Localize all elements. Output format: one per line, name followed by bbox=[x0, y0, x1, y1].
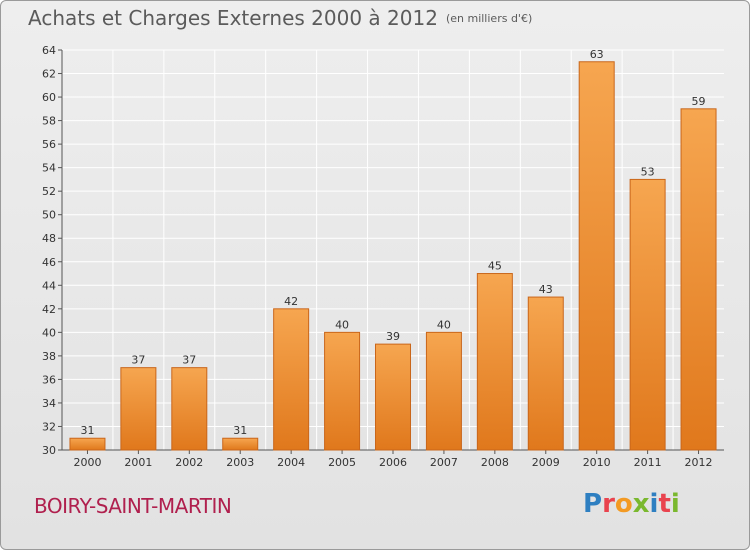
logo-letter: x bbox=[632, 489, 650, 519]
x-tick-label: 2005 bbox=[328, 456, 356, 469]
data-label: 40 bbox=[335, 318, 349, 331]
bar bbox=[629, 178, 666, 451]
chart-title: Achats et Charges Externes 2000 à 2012 (e… bbox=[28, 6, 532, 30]
y-tick-label: 46 bbox=[42, 256, 56, 269]
bar bbox=[324, 331, 361, 451]
x-tick-label: 2004 bbox=[277, 456, 305, 469]
x-tick-label: 2000 bbox=[73, 456, 101, 469]
logo-letter: i bbox=[670, 489, 680, 519]
x-tick-label: 2006 bbox=[379, 456, 407, 469]
y-tick-label: 56 bbox=[42, 138, 56, 151]
y-tick-label: 34 bbox=[42, 397, 56, 410]
data-label: 63 bbox=[590, 48, 604, 61]
chart-subtitle: (en milliers d'€) bbox=[445, 12, 533, 25]
bar bbox=[69, 437, 106, 451]
bar bbox=[222, 437, 259, 451]
x-tick-label: 2008 bbox=[481, 456, 509, 469]
data-label: 53 bbox=[641, 165, 655, 178]
bar bbox=[476, 273, 513, 451]
data-label: 37 bbox=[131, 354, 145, 367]
data-label: 42 bbox=[284, 295, 298, 308]
bar bbox=[527, 296, 564, 451]
logo-letter: i bbox=[649, 489, 659, 519]
data-label: 31 bbox=[80, 424, 94, 437]
y-tick-label: 62 bbox=[42, 68, 56, 81]
bar bbox=[425, 331, 462, 451]
bar bbox=[171, 367, 208, 451]
y-tick-label: 48 bbox=[42, 232, 56, 245]
x-tick-label: 2011 bbox=[634, 456, 662, 469]
bar bbox=[680, 108, 717, 451]
x-tick-label: 2002 bbox=[175, 456, 203, 469]
bars bbox=[69, 61, 717, 451]
y-tick-label: 36 bbox=[42, 373, 56, 386]
data-label: 45 bbox=[488, 260, 502, 273]
x-tick-label: 2003 bbox=[226, 456, 254, 469]
y-tick-label: 40 bbox=[42, 326, 56, 339]
data-label: 31 bbox=[233, 424, 247, 437]
y-tick-label: 52 bbox=[42, 185, 56, 198]
y-tick-label: 44 bbox=[42, 279, 56, 292]
bar bbox=[120, 367, 157, 451]
data-label: 59 bbox=[692, 95, 706, 108]
logo-letter: r bbox=[602, 489, 615, 519]
y-tick-label: 38 bbox=[42, 350, 56, 363]
y-tick-label: 30 bbox=[42, 444, 56, 457]
x-tick-label: 2007 bbox=[430, 456, 458, 469]
y-tick-label: 42 bbox=[42, 303, 56, 316]
x-tick-label: 2012 bbox=[685, 456, 713, 469]
labels: 31 37 37 31 42 40 39 40 45 43 63 53 59 bbox=[80, 48, 705, 437]
bar bbox=[375, 343, 411, 451]
y-tick-label: 32 bbox=[42, 420, 56, 433]
y-tick-label: 64 bbox=[42, 44, 56, 57]
y-tick-label: 50 bbox=[42, 209, 56, 222]
data-label: 37 bbox=[182, 354, 196, 367]
data-label: 40 bbox=[437, 318, 451, 331]
x-tick-label: 2001 bbox=[124, 456, 152, 469]
x-tick-label: 2010 bbox=[583, 456, 611, 469]
chart-title-text: Achats et Charges Externes 2000 à 2012 bbox=[28, 6, 438, 30]
x-tick-label: 2009 bbox=[532, 456, 560, 469]
bar bbox=[273, 308, 310, 451]
y-tick-label: 54 bbox=[42, 162, 56, 175]
bar bbox=[578, 61, 615, 451]
data-label: 39 bbox=[386, 330, 400, 343]
y-tick-label: 60 bbox=[42, 91, 56, 104]
proxiti-logo: Proxiti bbox=[583, 489, 680, 519]
y-tick-label: 58 bbox=[42, 115, 56, 128]
logo-letter: t bbox=[658, 489, 671, 519]
logo-letter: o bbox=[614, 489, 633, 519]
data-label: 43 bbox=[539, 283, 553, 296]
logo-letter: P bbox=[583, 489, 603, 519]
town-name: BOIRY-SAINT-MARTIN bbox=[34, 494, 232, 518]
